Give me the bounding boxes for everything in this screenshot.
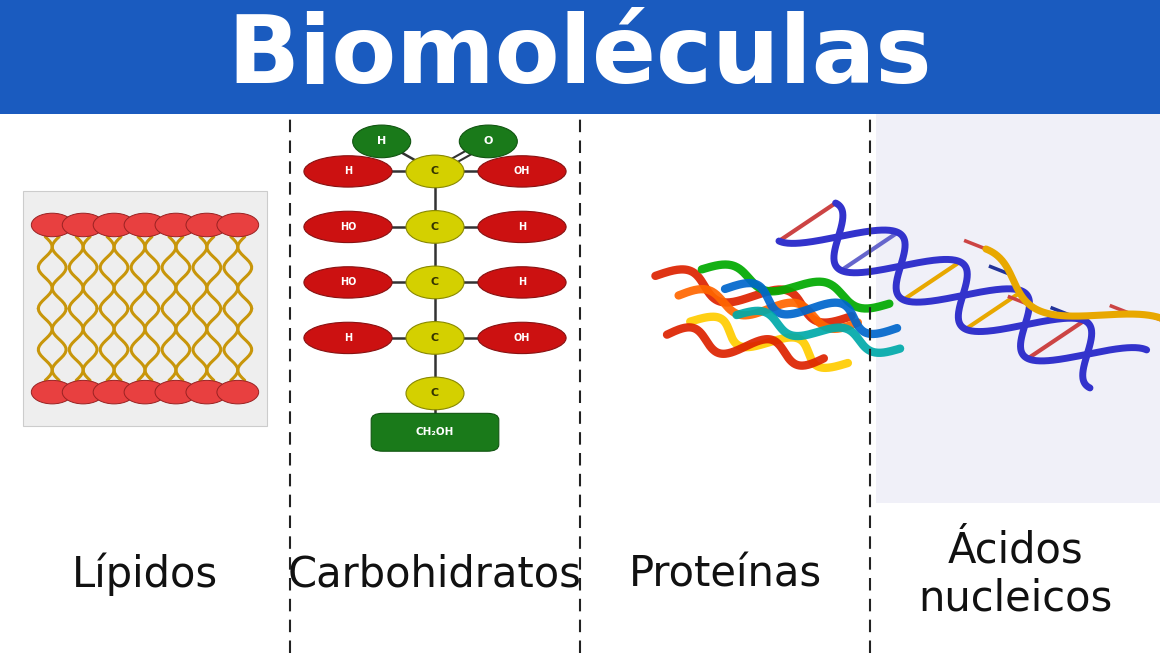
Circle shape <box>186 213 227 237</box>
Text: HO: HO <box>340 278 356 287</box>
Circle shape <box>31 380 73 404</box>
Text: OH: OH <box>514 333 530 343</box>
Circle shape <box>217 380 259 404</box>
Bar <box>876 114 1160 503</box>
Circle shape <box>406 155 464 187</box>
Text: HO: HO <box>340 222 356 232</box>
Text: C: C <box>430 222 440 232</box>
Circle shape <box>353 125 411 158</box>
Text: H: H <box>343 333 353 343</box>
Text: Carbohidratos: Carbohidratos <box>288 554 582 596</box>
Circle shape <box>155 213 197 237</box>
Text: Biomoléculas: Biomoléculas <box>227 11 933 103</box>
Text: OH: OH <box>514 167 530 176</box>
Circle shape <box>186 380 227 404</box>
Text: C: C <box>430 389 440 398</box>
Text: Proteínas: Proteínas <box>629 554 821 596</box>
Text: H: H <box>517 278 527 287</box>
Circle shape <box>93 213 135 237</box>
Circle shape <box>406 266 464 299</box>
Circle shape <box>406 322 464 354</box>
Ellipse shape <box>478 155 566 187</box>
Circle shape <box>63 213 104 237</box>
Ellipse shape <box>304 155 392 187</box>
Circle shape <box>93 380 135 404</box>
Ellipse shape <box>304 322 392 354</box>
FancyBboxPatch shape <box>371 413 499 451</box>
Text: Lípidos: Lípidos <box>72 553 218 596</box>
Text: CH₂OH: CH₂OH <box>415 427 455 438</box>
Circle shape <box>217 213 259 237</box>
Ellipse shape <box>478 266 566 298</box>
Text: H: H <box>517 222 527 232</box>
Text: C: C <box>430 333 440 343</box>
Circle shape <box>155 380 197 404</box>
Text: O: O <box>484 136 493 146</box>
Circle shape <box>124 380 166 404</box>
Text: Ácidos
nucleicos: Ácidos nucleicos <box>918 530 1112 620</box>
Circle shape <box>63 380 104 404</box>
Circle shape <box>124 213 166 237</box>
Circle shape <box>406 210 464 244</box>
Text: C: C <box>430 278 440 287</box>
Ellipse shape <box>478 322 566 354</box>
Circle shape <box>31 213 73 237</box>
Text: C: C <box>430 167 440 176</box>
Text: H: H <box>377 136 386 146</box>
Bar <box>23 191 267 426</box>
Text: H: H <box>343 167 353 176</box>
Ellipse shape <box>478 212 566 243</box>
Bar <box>0 0 1160 114</box>
Ellipse shape <box>304 212 392 243</box>
Ellipse shape <box>304 266 392 298</box>
Circle shape <box>406 377 464 410</box>
Circle shape <box>459 125 517 158</box>
